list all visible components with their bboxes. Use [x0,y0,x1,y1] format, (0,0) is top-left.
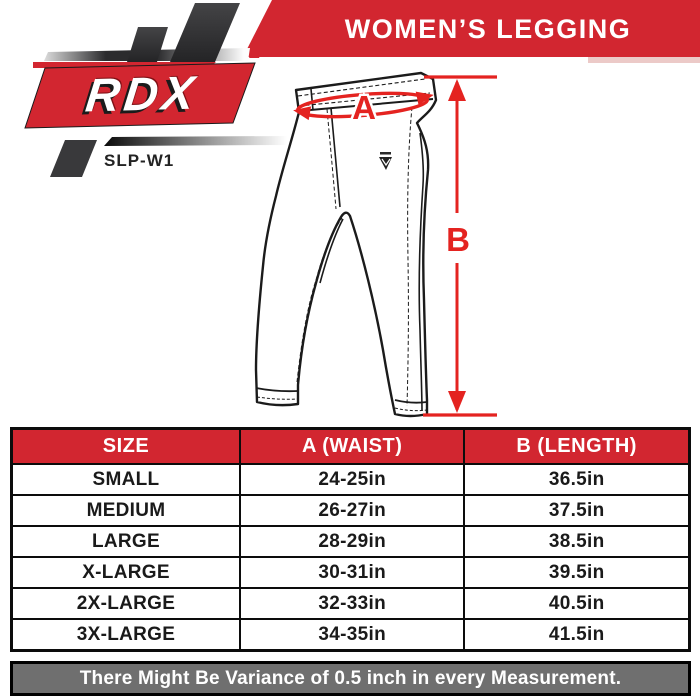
length-cell: 40.5in [463,587,691,620]
size-cell: 2X-LARGE [10,587,241,620]
leggings-outline [254,71,438,418]
rdx-mini-logo-icon [379,152,392,170]
table-row: X-LARGE 30-31in 39.5in [10,556,691,589]
waist-measure-label: A [352,89,376,126]
col-header-length: B (LENGTH) [463,427,691,465]
size-cell: X-LARGE [10,556,241,589]
banner-sliver-stripe [249,28,273,58]
title-banner-shape [243,0,700,57]
size-table: SIZE A (WAIST) B (LENGTH) SMALL 24-25in … [10,427,691,652]
waist-cell: 30-31in [238,556,466,589]
waist-arrow-left-icon [293,106,312,121]
length-cell: 37.5in [463,494,691,527]
length-cell: 38.5in [463,525,691,558]
model-slash-icon [50,140,97,177]
table-row: 2X-LARGE 32-33in 40.5in [10,587,691,620]
banner-shadow-strip [588,57,700,63]
rdx-logo-plate [24,62,256,129]
variance-note: There Might Be Variance of 0.5 inch in e… [10,661,691,696]
table-row: 3X-LARGE 34-35in 41.5in [10,618,691,652]
waist-arrow-right-icon [415,91,434,106]
ankle-cuffs [255,387,428,412]
small-slash-icon [127,27,168,62]
page-title: WOMEN’S LEGGING [344,14,632,44]
waist-cell: 26-27in [238,494,466,527]
measurement-overlays: A B [293,75,497,417]
model-number: SLP-W1 [104,151,175,170]
length-cell: 36.5in [463,463,691,496]
waist-cell: 34-35in [238,618,466,652]
rdx-logo: RDX [83,65,201,122]
waistband-detail [297,78,434,112]
col-header-waist: A (WAIST) [238,427,466,465]
size-cell: MEDIUM [10,494,241,527]
size-cell: 3X-LARGE [10,618,241,652]
waist-cell: 24-25in [238,463,466,496]
table-row: MEDIUM 26-27in 37.5in [10,494,691,527]
seam-lines [296,106,425,412]
col-header-size: SIZE [10,427,241,465]
length-arrow-down-icon [448,391,466,413]
header-decoration [24,0,700,177]
table-row: SMALL 24-25in 36.5in [10,463,691,496]
length-measure-label: B [446,221,470,258]
length-arrow-up-icon [448,79,466,101]
length-cell: 41.5in [463,618,691,652]
waist-cell: 28-29in [238,525,466,558]
table-row: LARGE 28-29in 38.5in [10,525,691,558]
length-cell: 39.5in [463,556,691,589]
leggings-diagram: A B [254,71,497,418]
size-cell: SMALL [10,463,241,496]
waist-cell: 32-33in [238,587,466,620]
table-header-row: SIZE A (WAIST) B (LENGTH) [10,427,691,465]
logo-underline-gradient [104,136,287,146]
size-cell: LARGE [10,525,241,558]
large-slash-icon [170,3,240,62]
